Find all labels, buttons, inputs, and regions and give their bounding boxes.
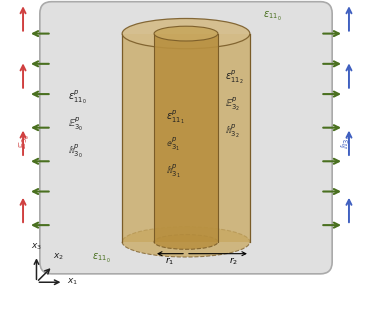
Text: $r_2$: $r_2$ [229, 255, 238, 267]
Polygon shape [154, 34, 218, 242]
Text: $\mathbb{E}_{3_0}$: $\mathbb{E}_{3_0}$ [18, 133, 32, 149]
Text: $x_3$: $x_3$ [31, 242, 42, 252]
Text: $\varepsilon_{11_0}$: $\varepsilon_{11_0}$ [263, 10, 282, 23]
Text: $x_1$: $x_1$ [67, 277, 78, 288]
FancyBboxPatch shape [40, 2, 332, 274]
Text: $\varepsilon_{11_1}^p$: $\varepsilon_{11_1}^p$ [166, 109, 185, 126]
Text: $r_1$: $r_1$ [166, 255, 174, 267]
Ellipse shape [154, 26, 218, 41]
Ellipse shape [122, 18, 250, 49]
Text: $\varepsilon_{11_0}^p$: $\varepsilon_{11_0}^p$ [68, 89, 87, 106]
Text: $\varepsilon_{11_2}^p$: $\varepsilon_{11_2}^p$ [225, 69, 243, 86]
Ellipse shape [154, 235, 218, 249]
Text: $\mathbb{E}_{3_2}^p$: $\mathbb{E}_{3_2}^p$ [225, 95, 240, 113]
Ellipse shape [122, 227, 250, 257]
Text: $\mathbb{e}_{3_1}^p$: $\mathbb{e}_{3_1}^p$ [166, 136, 180, 153]
Text: $\mathbb{h}_{3_0}$: $\mathbb{h}_{3_0}$ [340, 134, 354, 149]
Text: $\mathbb{h}_{3_1}^p$: $\mathbb{h}_{3_1}^p$ [166, 163, 181, 180]
Text: $\varepsilon_{11_0}$: $\varepsilon_{11_0}$ [92, 252, 110, 265]
Text: $\mathbb{h}_{3_2}^p$: $\mathbb{h}_{3_2}^p$ [225, 122, 240, 140]
Text: $\mathbb{h}_{3_0}^p$: $\mathbb{h}_{3_0}^p$ [68, 142, 83, 160]
Text: $\mathbb{E}_{3_0}^p$: $\mathbb{E}_{3_0}^p$ [68, 116, 84, 133]
Text: $x_2$: $x_2$ [54, 251, 64, 262]
Polygon shape [122, 34, 250, 242]
